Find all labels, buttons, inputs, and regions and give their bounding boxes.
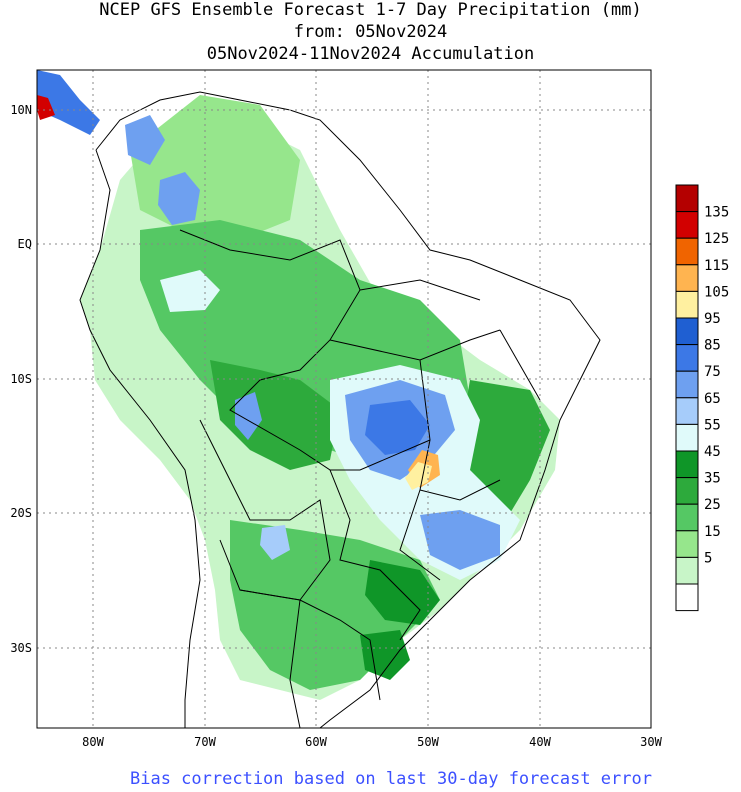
lat-axis: 10N EQ 10S 20S 30S — [10, 103, 32, 655]
colorbar-swatch — [675, 237, 699, 266]
pacific-coast — [79, 149, 201, 728]
map-title-line1: NCEP GFS Ensemble Forecast 1-7 Day Preci… — [99, 0, 642, 20]
lon-axis: 80W 70W 60W 50W 40W 30W — [82, 735, 662, 749]
border-argentina — [239, 589, 381, 729]
colorbar-label: 15 — [704, 524, 721, 540]
colorbar-label: 65 — [704, 391, 721, 407]
map-frame — [36, 69, 652, 729]
lat-label: 10N — [10, 103, 32, 117]
colorbar-swatch — [675, 423, 699, 452]
lon-label: 60W — [305, 735, 327, 749]
colorbar-swatch — [675, 370, 699, 399]
lat-label: EQ — [18, 237, 32, 251]
colorbar-swatch — [675, 530, 699, 558]
lat-label: 20S — [10, 506, 32, 520]
colorbar-swatch — [675, 344, 699, 372]
precip-red-caribbean — [37, 95, 55, 120]
precip-cyan-bolivia — [260, 525, 290, 560]
precip-darkblue-central — [365, 400, 430, 455]
lon-label: 70W — [194, 735, 216, 749]
colorbar-label: 45 — [704, 444, 721, 460]
precip-darkgreen-urug — [360, 630, 410, 680]
colorbar-label: 135 — [704, 205, 729, 221]
precip-blue-north — [158, 172, 200, 225]
colorbar-swatch — [675, 450, 699, 479]
precip-blue-west1 — [235, 392, 262, 440]
precip-blue-southeast — [420, 510, 500, 570]
precip-colorbar: 135 125 115 105 95 85 75 65 55 45 35 25 15 5 — [675, 184, 729, 612]
colorbar-swatch — [675, 556, 699, 585]
precip-blue-colombia — [125, 115, 165, 165]
colorbar-label: 85 — [704, 338, 721, 354]
precipitation-field — [37, 70, 560, 700]
map-title-line3: 05Nov2024-11Nov2024 Accumulation — [206, 44, 535, 64]
colorbar-label: 105 — [704, 284, 729, 300]
precip-green-west — [210, 360, 340, 470]
lat-label: 10S — [10, 372, 32, 386]
colorbar-swatch — [675, 184, 699, 213]
precip-blue-caribbean — [37, 70, 100, 135]
precip-lightyellow-max — [405, 462, 432, 490]
coastline — [95, 91, 601, 729]
colorbar-label: 35 — [704, 471, 721, 487]
colorbar-swatch — [675, 290, 699, 319]
colorbar-swatch — [675, 211, 699, 239]
colorbar-label: 75 — [704, 364, 721, 380]
colorbar-label: 55 — [704, 417, 721, 433]
lon-label: 50W — [417, 735, 439, 749]
colorbar-swatch — [675, 317, 699, 346]
border-brazil-west — [179, 229, 421, 641]
colorbar-swatch — [675, 503, 699, 532]
colorbar-swatch — [675, 397, 699, 425]
colorbar-swatch — [675, 583, 699, 612]
colorbar-label: 25 — [704, 497, 721, 513]
lat-label: 30S — [10, 641, 32, 655]
grid — [37, 70, 651, 728]
colorbar-label: 115 — [704, 258, 729, 274]
colorbar-label: 5 — [704, 550, 712, 566]
borders — [79, 91, 601, 729]
lon-label: 80W — [82, 735, 104, 749]
border-brazil-states — [329, 279, 541, 581]
colorbar-swatch — [675, 264, 699, 292]
lon-label: 30W — [640, 735, 662, 749]
lon-label: 40W — [529, 735, 551, 749]
map-title-line2: from: 05Nov2024 — [293, 22, 448, 42]
bias-correction-note: Bias correction based on last 30-day for… — [130, 769, 652, 789]
colorbar-swatch — [675, 477, 699, 505]
colorbar-label: 125 — [704, 231, 729, 247]
colorbar-label: 95 — [704, 311, 721, 327]
